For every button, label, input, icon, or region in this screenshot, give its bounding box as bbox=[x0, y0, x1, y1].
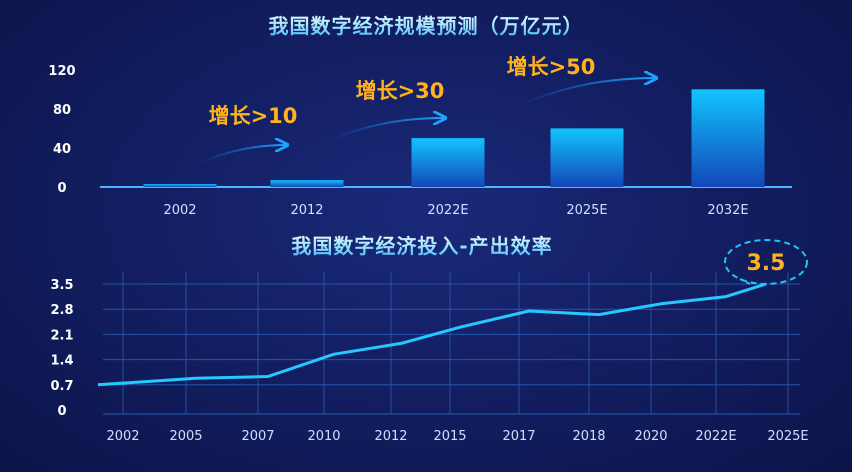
callout-pointer bbox=[739, 278, 751, 285]
x-tick-label: 2010 bbox=[307, 429, 340, 444]
x-tick-label: 2012 bbox=[374, 429, 407, 444]
bar bbox=[143, 184, 217, 187]
growth-arrow bbox=[520, 78, 655, 106]
line-chart-title: 我国数字经济投入-产出效率 bbox=[0, 230, 848, 259]
x-tick-label: 2017 bbox=[502, 429, 535, 444]
x-tick-label: 2022E bbox=[695, 429, 736, 444]
bar bbox=[270, 180, 344, 187]
callout-ellipse bbox=[724, 239, 808, 285]
x-tick-label: 2005 bbox=[169, 429, 202, 444]
growth-annotation: 增长>10 bbox=[209, 104, 298, 128]
bar-chart-title: 我国数字经济规模预测（万亿元） bbox=[0, 10, 852, 39]
y-tick-label: 2.1 bbox=[50, 328, 73, 343]
bar bbox=[411, 138, 485, 187]
bar bbox=[550, 128, 624, 187]
x-tick-label: 2015 bbox=[433, 429, 466, 444]
growth-arrow bbox=[199, 145, 286, 164]
y-tick-label: 3.5 bbox=[50, 278, 73, 293]
growth-annotation: 增长>50 bbox=[507, 55, 596, 79]
x-tick-label: 2018 bbox=[572, 429, 605, 444]
x-tick-label: 2022E bbox=[427, 203, 468, 218]
x-tick-label: 2002 bbox=[106, 429, 139, 444]
x-tick-label: 2025E bbox=[566, 203, 607, 218]
x-tick-label: 2020 bbox=[634, 429, 667, 444]
x-tick-label: 2002 bbox=[163, 203, 196, 218]
x-tick-label: 2025E bbox=[767, 429, 808, 444]
y-tick-label: 1.4 bbox=[50, 354, 73, 369]
y-tick-label: 120 bbox=[48, 64, 75, 79]
y-tick-label: 0.7 bbox=[50, 379, 73, 394]
bar bbox=[691, 89, 765, 187]
series-line bbox=[97, 282, 767, 387]
y-tick-label: 0 bbox=[57, 404, 66, 419]
callout-label: 3.5 bbox=[747, 251, 786, 276]
y-tick-label: 40 bbox=[53, 142, 71, 157]
y-tick-label: 2.8 bbox=[50, 303, 73, 318]
growth-arrow bbox=[331, 118, 444, 141]
growth-annotation: 增长>30 bbox=[356, 79, 445, 103]
y-tick-label: 0 bbox=[57, 181, 66, 196]
y-tick-label: 80 bbox=[53, 103, 71, 118]
x-tick-label: 2032E bbox=[707, 203, 748, 218]
x-tick-label: 2012 bbox=[290, 203, 323, 218]
bar-chart: 0 40 80 120 2002 2012 2022E 2025E 2032E 增长>10 增长>3… bbox=[48, 55, 792, 218]
x-tick-label: 2007 bbox=[241, 429, 274, 444]
line-chart: 0 0.7 1.4 2.1 2.8 3.5 2002 2005 2007 2010 2012 2015… bbox=[50, 239, 809, 444]
